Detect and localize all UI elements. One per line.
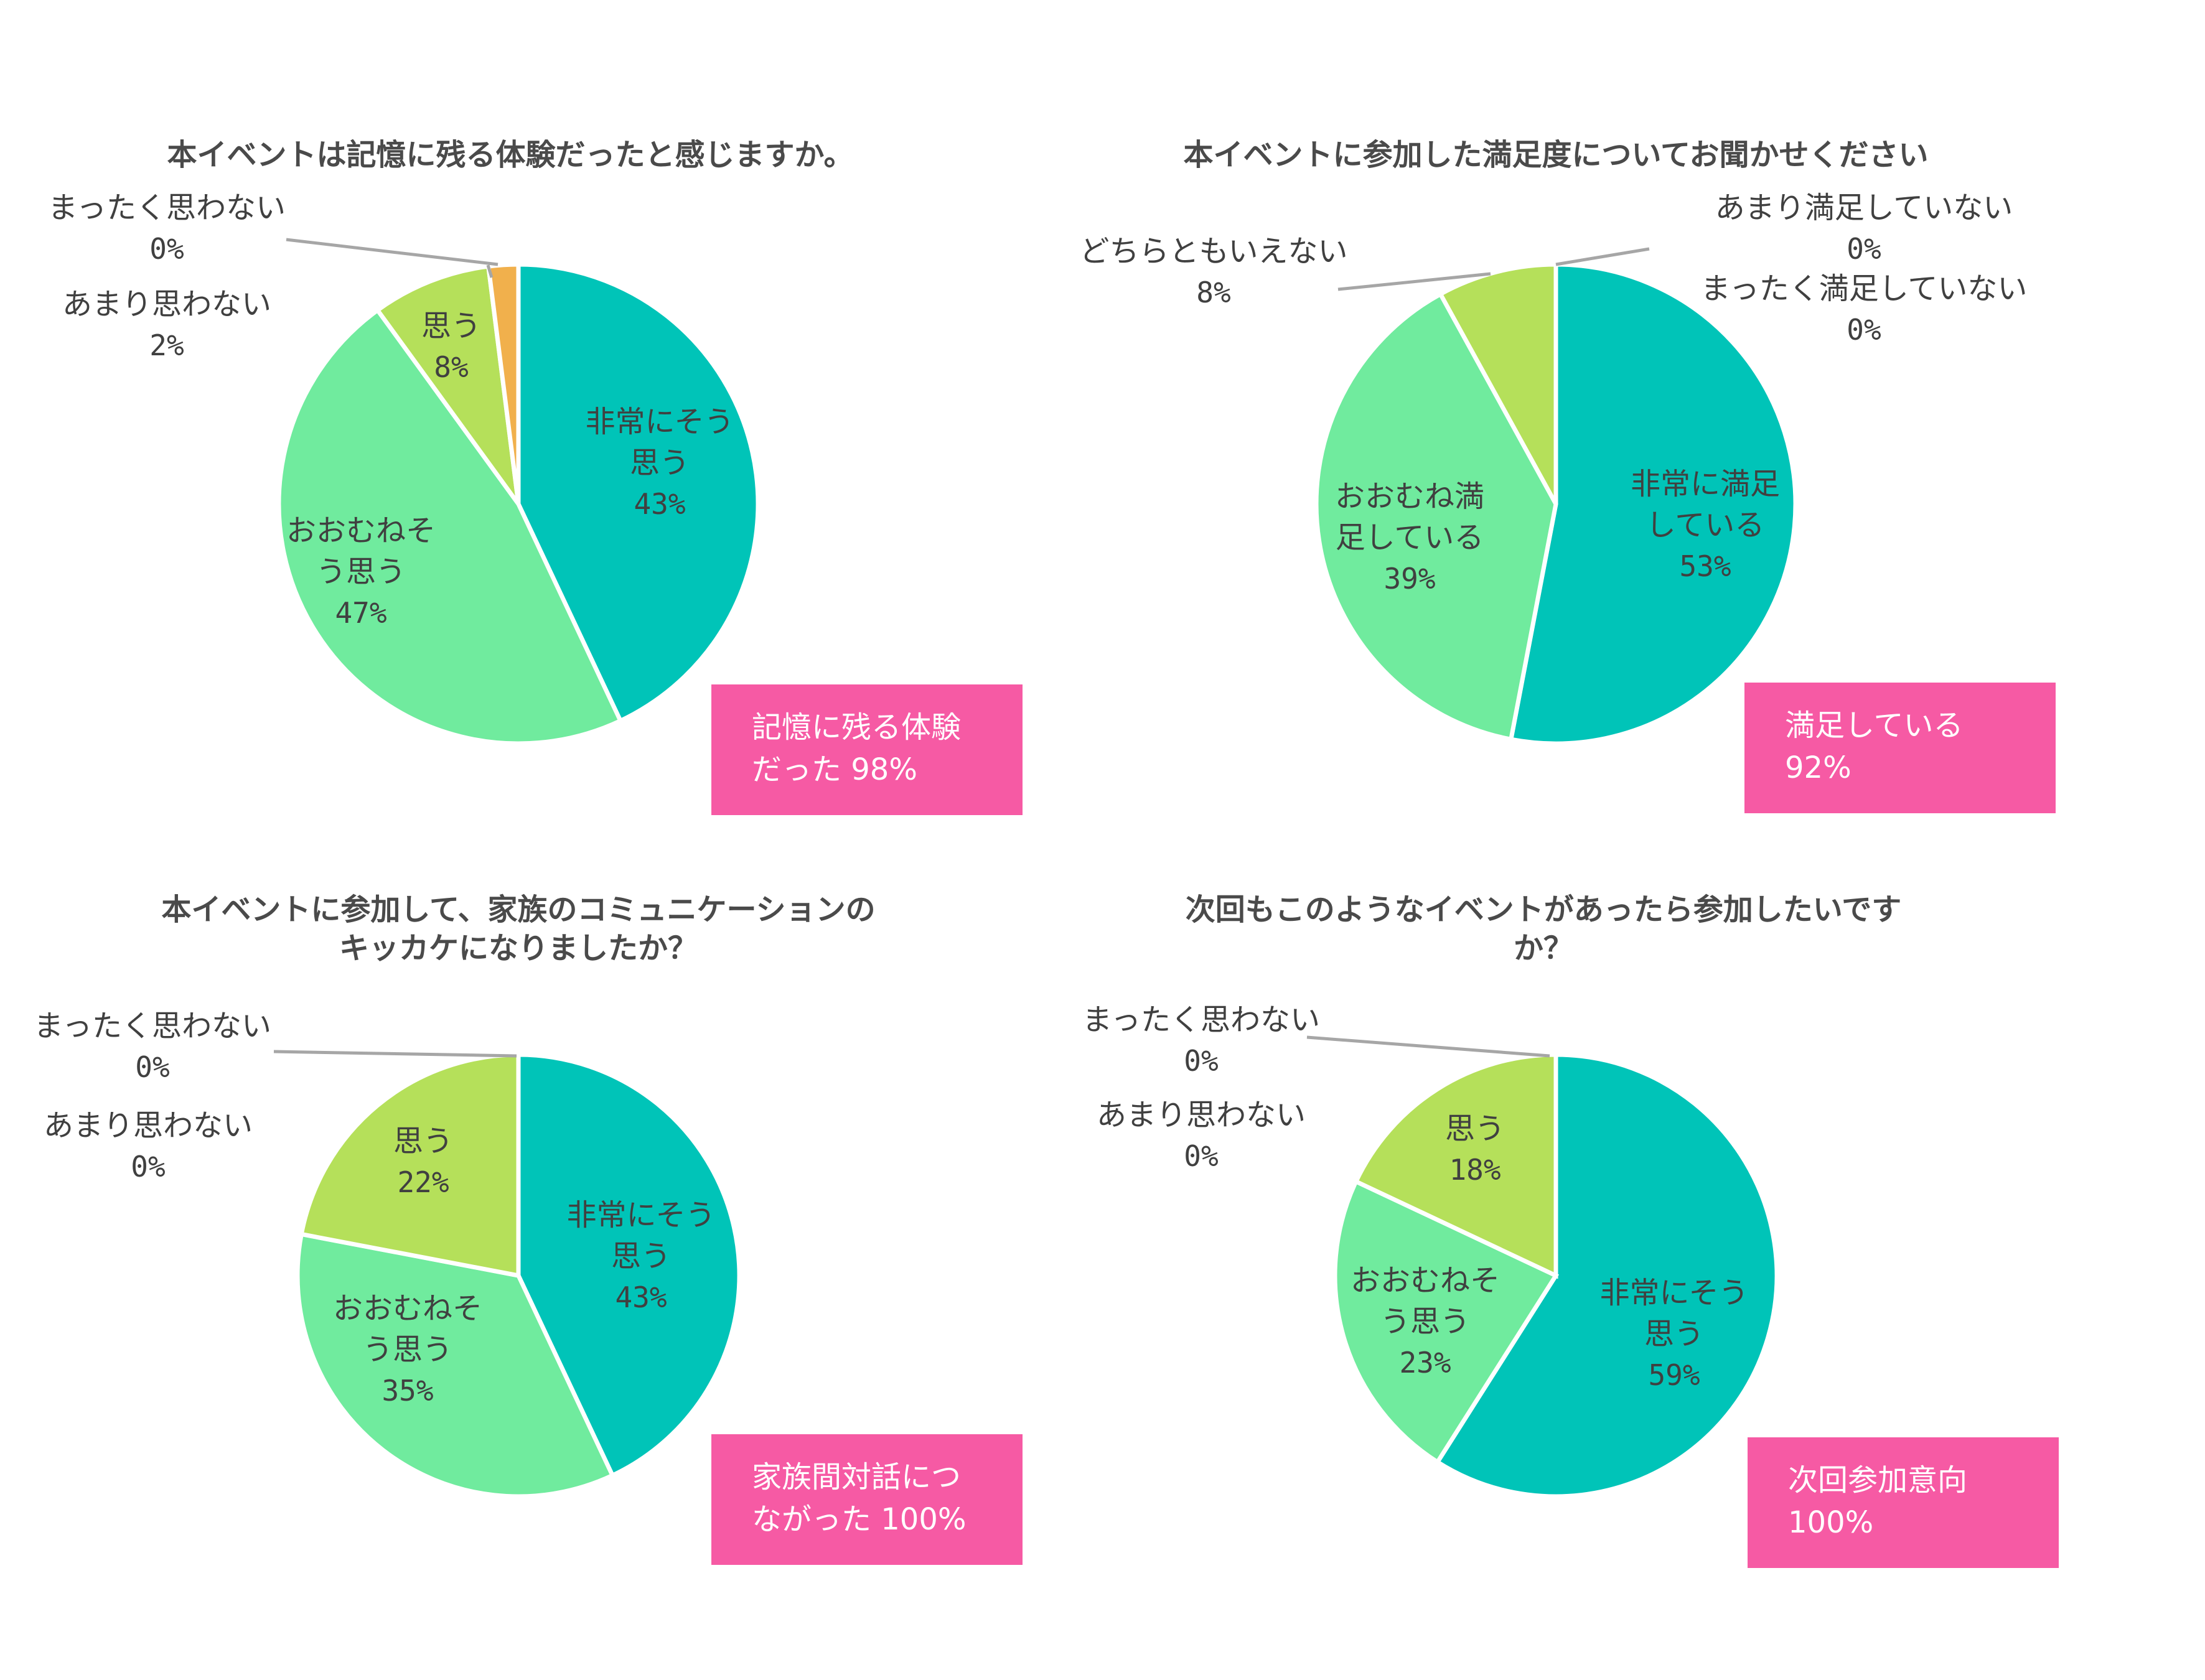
pie-slice — [1314, 291, 1558, 742]
slice-percent: 2% — [149, 329, 184, 362]
pie-slice — [295, 1231, 616, 1499]
slice-label: おおむねそ — [1351, 1263, 1500, 1298]
slice-label: あまり満足していない — [1715, 190, 2013, 225]
slice-label: どちらともいえない — [1079, 234, 1347, 269]
chart-title: 本イベントに参加した満足度についてお聞かせください — [1183, 138, 1928, 172]
pie-slice — [516, 1052, 742, 1478]
pie-slice — [516, 262, 761, 724]
leader-line — [1555, 247, 1650, 266]
slice-label: あまり思わない — [44, 1108, 253, 1143]
slice-percent: 22% — [397, 1165, 449, 1199]
leader-line — [486, 264, 494, 278]
slice-label: 思う — [1644, 1317, 1704, 1351]
leader-line — [1337, 272, 1491, 291]
slice-label: 非常にそう — [566, 1198, 715, 1233]
slice-label: あまり思わない — [62, 287, 271, 322]
summary-badge-text: 満足している — [1785, 708, 1964, 743]
slice-label: おおむね満 — [1335, 479, 1484, 514]
summary-badge-text: 92% — [1785, 750, 1852, 785]
pie-slice — [1434, 1052, 1779, 1499]
summary-badge-text: だった 98% — [752, 752, 917, 787]
summary-badge — [1748, 1437, 2059, 1568]
summary-badge-text: 記憶に残る体験 — [752, 710, 961, 745]
slice-label: 足している — [1336, 520, 1484, 555]
chart-title: 次回もこのようなイベントがあったら参加したいです — [1186, 892, 1902, 927]
summary-badge-text: ながった 100% — [752, 1502, 967, 1537]
slice-percent: 47% — [335, 596, 386, 630]
slice-label: う思う — [1380, 1304, 1470, 1339]
slice-label: う思う — [363, 1332, 452, 1367]
slice-label: している — [1646, 508, 1765, 543]
slice-percent: 0% — [1184, 1044, 1218, 1078]
slice-label: う思う — [316, 554, 406, 589]
leader-line — [286, 238, 499, 266]
slice-label: あまり思わない — [1097, 1098, 1306, 1132]
chart-title: キッカケになりましたか？ — [339, 931, 698, 966]
pie-slice — [299, 1052, 521, 1279]
slice-label: 思う — [630, 446, 690, 480]
slice-percent: 0% — [1847, 232, 1881, 266]
leader-line — [273, 1050, 517, 1058]
slice-label: まったく満足していない — [1701, 271, 2028, 306]
summary-badge-text: 家族間対話につ — [752, 1460, 961, 1495]
slice-label: おおむねそ — [333, 1291, 482, 1326]
slice-label: 思う — [1445, 1111, 1505, 1146]
slice-percent: 43% — [615, 1281, 667, 1314]
summary-badge — [1744, 683, 2056, 813]
summary-badge-text: 100% — [1788, 1505, 1873, 1540]
summary-badge — [711, 684, 1023, 815]
pie-slice — [1353, 1052, 1558, 1279]
slice-percent: 59% — [1648, 1358, 1700, 1392]
pie-slice — [1437, 262, 1558, 505]
slice-label: 非常にそう — [585, 404, 734, 439]
slice-label: おおむねそ — [286, 513, 436, 548]
slice-percent: 0% — [149, 232, 184, 266]
slice-label: まったく思わない — [34, 1009, 271, 1043]
slice-label: まったく思わない — [1082, 1002, 1320, 1037]
chart-title: か？ — [1514, 931, 1573, 966]
slice-percent: 0% — [1184, 1139, 1218, 1173]
slice-percent: 35% — [382, 1374, 433, 1407]
pie-slice — [1508, 262, 1798, 746]
slice-label: 思う — [611, 1239, 671, 1274]
slice-label: 思う — [421, 309, 481, 343]
pie-slice — [276, 307, 624, 746]
slice-label: 非常にそう — [1599, 1276, 1748, 1310]
chart-title: 本イベントは記憶に残る体験だったと感じますか。 — [167, 138, 853, 172]
slice-percent: 8% — [434, 350, 468, 384]
slice-percent: 43% — [634, 487, 685, 521]
pie-chart-4: 次回もこのようなイベントがあったら参加したいですか？非常にそう思う59%おおむね… — [1082, 892, 2059, 1568]
slice-percent: 53% — [1679, 549, 1731, 583]
slice-percent: 8% — [1196, 276, 1230, 309]
slice-percent: 39% — [1383, 562, 1435, 595]
summary-badge-text: 次回参加意向 — [1788, 1463, 1967, 1498]
slice-percent: 23% — [1399, 1346, 1451, 1379]
slice-label: 思う — [393, 1124, 453, 1159]
summary-badge — [711, 1434, 1023, 1565]
leader-line — [1306, 1035, 1550, 1058]
slice-percent: 0% — [135, 1050, 169, 1084]
slice-label: まったく思わない — [48, 190, 286, 225]
slice-percent: 0% — [1847, 313, 1881, 347]
chart-title: 本イベントに参加して、家族のコミュニケーションの — [161, 892, 875, 927]
slice-percent: 0% — [131, 1150, 165, 1183]
pie-chart-1: 本イベントは記憶に残る体験だったと感じますか。非常にそう思う43%おおむねそう思… — [48, 138, 1023, 815]
slice-percent: 18% — [1449, 1153, 1500, 1187]
pie-slice — [374, 264, 521, 506]
slice-label: 非常に満足 — [1631, 467, 1780, 502]
